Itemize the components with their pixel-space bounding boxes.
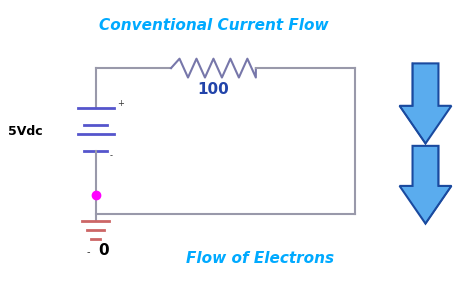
Polygon shape <box>400 146 451 224</box>
Text: -: - <box>86 247 90 257</box>
Text: 5Vdc: 5Vdc <box>9 125 43 138</box>
Text: 0: 0 <box>98 243 109 258</box>
Text: +: + <box>117 99 124 108</box>
Text: 100: 100 <box>198 82 229 97</box>
Polygon shape <box>400 63 451 144</box>
Text: -: - <box>110 151 113 160</box>
Text: Flow of Electrons: Flow of Electrons <box>186 251 335 266</box>
Text: Conventional Current Flow: Conventional Current Flow <box>99 18 328 33</box>
